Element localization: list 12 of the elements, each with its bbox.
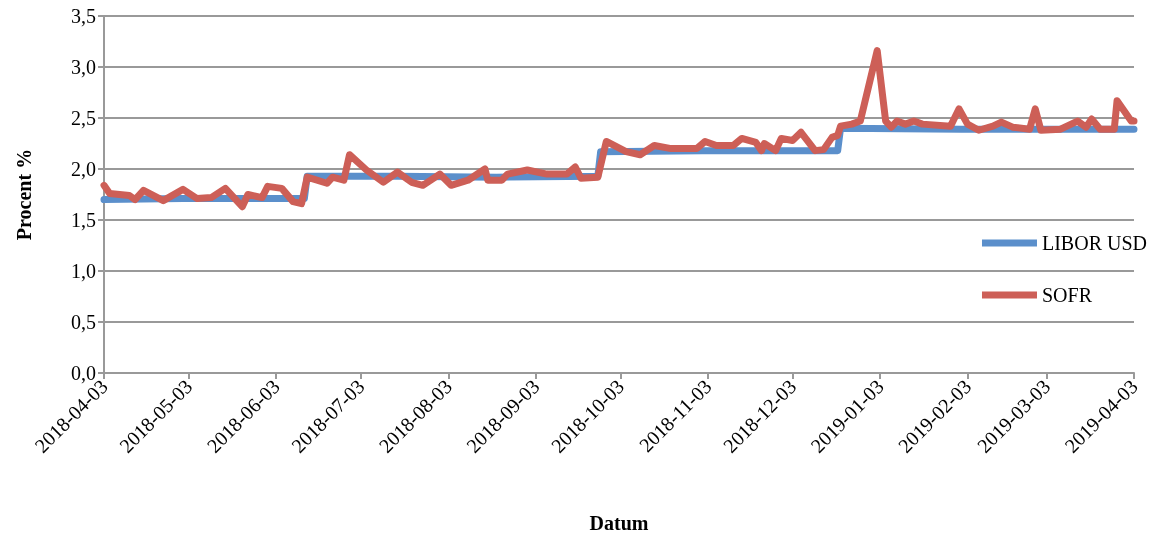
legend-label: SOFR [1041,284,1093,306]
y-tick-label: 3,5 [71,5,96,27]
y-axis-title: Procent % [13,148,35,241]
y-tick-label: 3,0 [71,56,96,78]
legend-label: LIBOR USD [1041,232,1148,254]
x-axis-title: Datum [589,512,649,534]
y-tick-label: 1,0 [71,260,96,282]
y-tick-label: 1,5 [71,209,96,231]
y-tick-label: 0,0 [71,362,96,384]
y-tick-label: 0,5 [71,311,96,333]
y-tick-label: 2,5 [71,107,96,129]
y-tick-label: 2,0 [71,158,96,180]
